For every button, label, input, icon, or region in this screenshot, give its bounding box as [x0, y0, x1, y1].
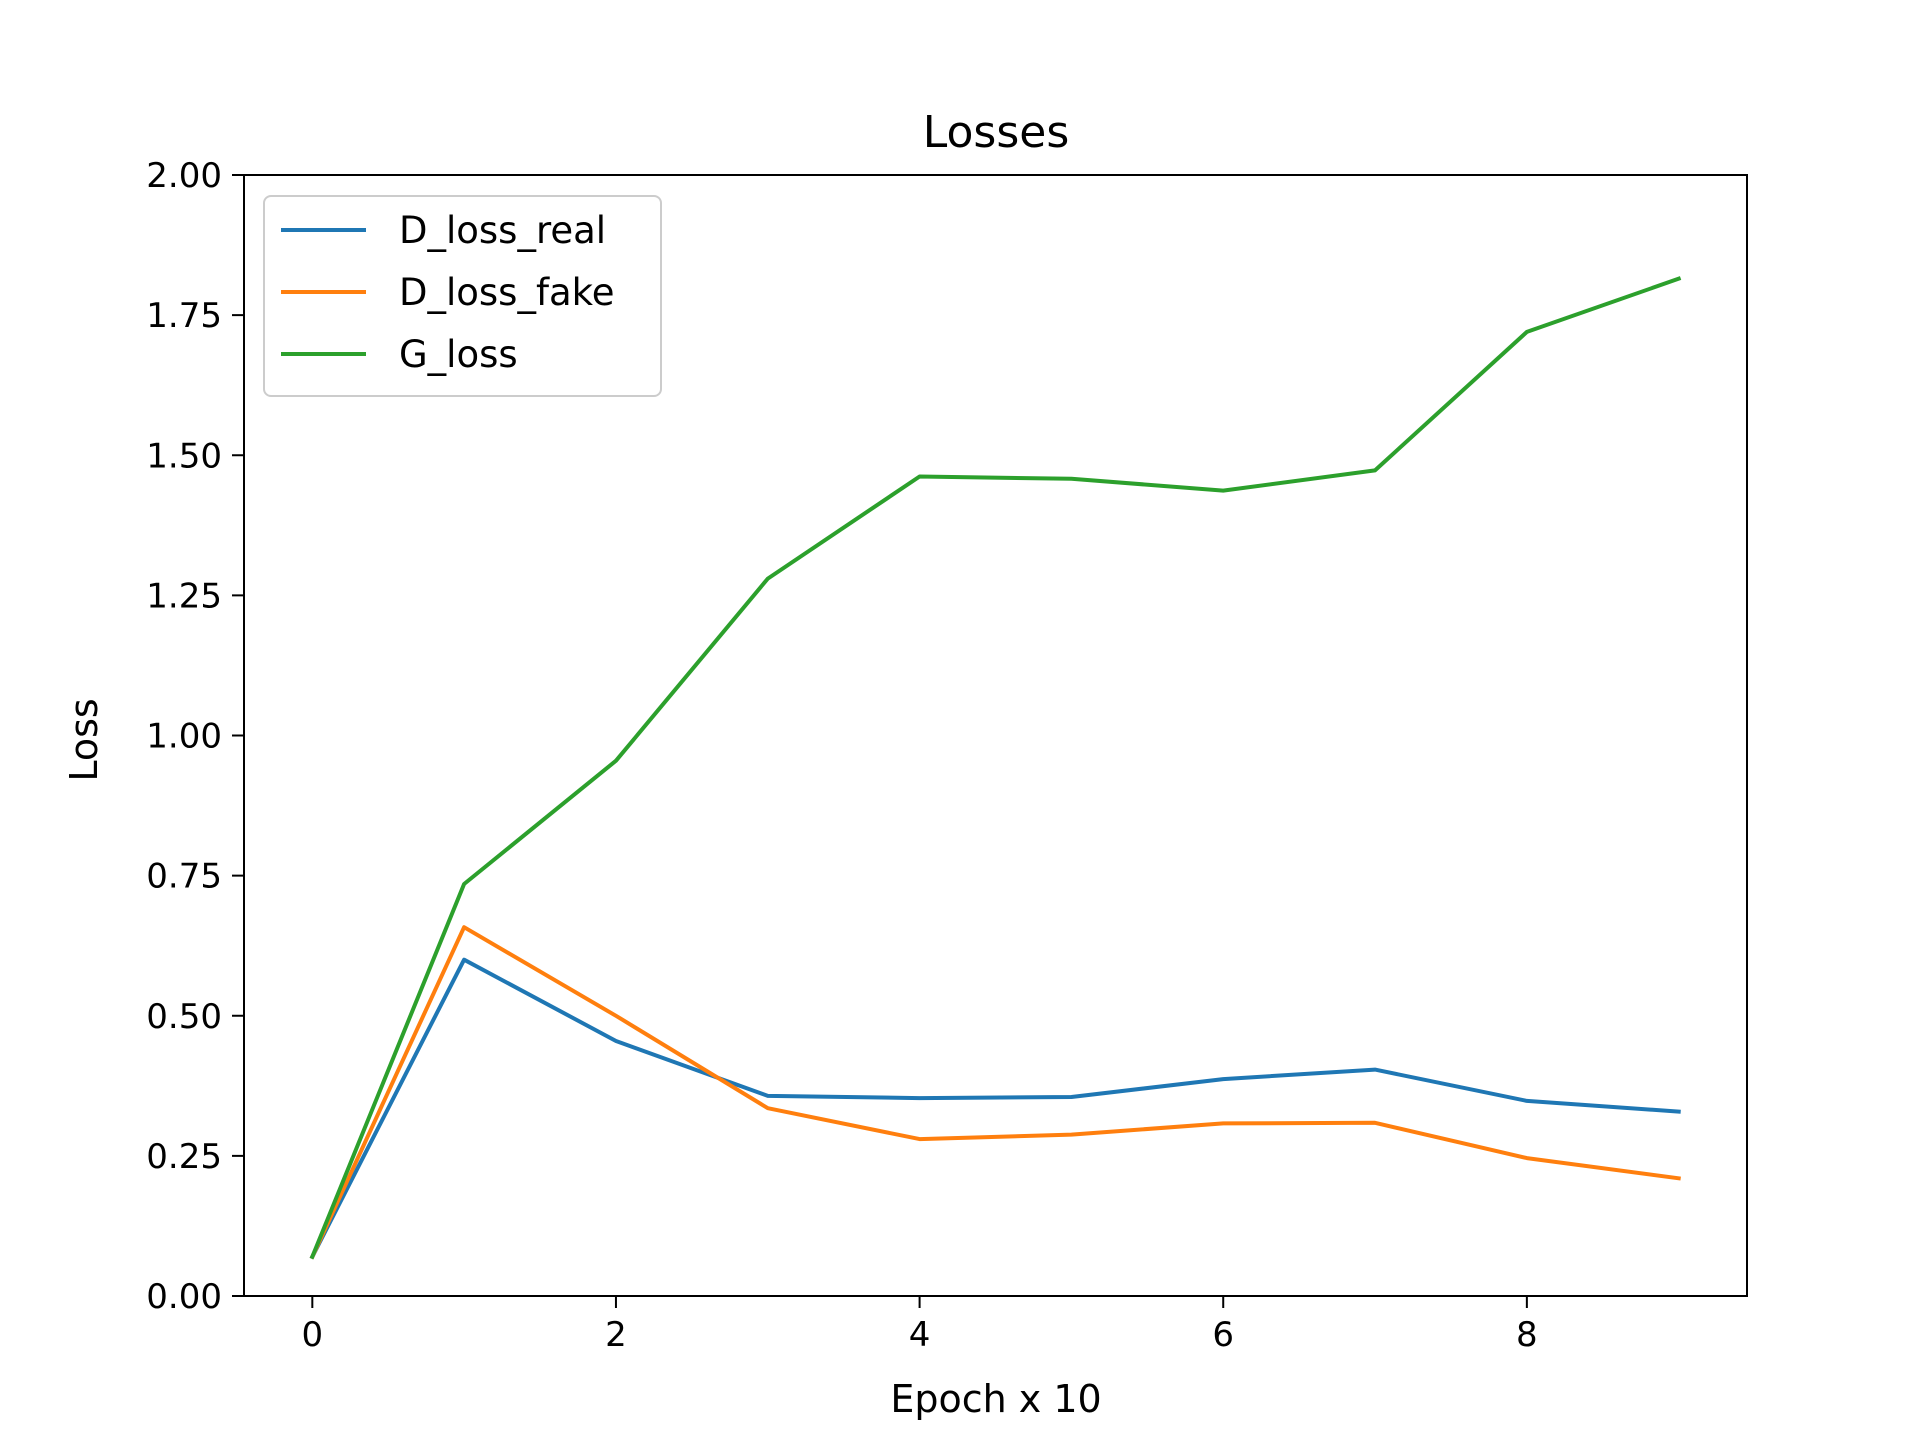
x-tick-label: 4 [909, 1315, 931, 1355]
chart-title: Losses [923, 107, 1070, 158]
y-axis: 0.00 0.25 0.50 0.75 1.00 1.25 1.50 1.75 2.00 [146, 156, 244, 1317]
series-layer [309, 276, 1682, 1260]
y-tick-label: 1.75 [146, 296, 222, 336]
y-tick-label: 0.00 [146, 1277, 222, 1317]
y-tick-label: 2.00 [146, 156, 222, 196]
x-tick-label: 6 [1212, 1315, 1234, 1355]
legend-box [263, 195, 662, 397]
x-axis: 0 2 4 6 8 [301, 1296, 1538, 1355]
y-tick-label: 0.50 [146, 997, 222, 1037]
x-tick-label: 8 [1516, 1315, 1538, 1355]
legend-label: G_loss [399, 333, 518, 376]
x-tick-label: 2 [605, 1315, 627, 1355]
y-tick-label: 0.25 [146, 1137, 222, 1177]
y-tick-label: 1.50 [146, 436, 222, 476]
legend-label: D_loss_fake [399, 271, 615, 314]
legend: D_loss_real D_loss_fake G_loss [263, 195, 662, 397]
x-axis-label: Epoch x 10 [890, 1377, 1101, 1421]
y-tick-label: 0.75 [146, 857, 222, 897]
legend-label: D_loss_real [399, 209, 606, 252]
x-tick-label: 0 [301, 1315, 323, 1355]
y-axis-label: Loss [62, 698, 106, 781]
series-line-d-loss-real [309, 957, 1681, 1260]
series-line-g-loss [309, 276, 1682, 1260]
y-tick-label: 1.25 [146, 576, 222, 616]
y-tick-label: 1.00 [146, 717, 222, 757]
series-line-d-loss-fake [309, 925, 1681, 1260]
